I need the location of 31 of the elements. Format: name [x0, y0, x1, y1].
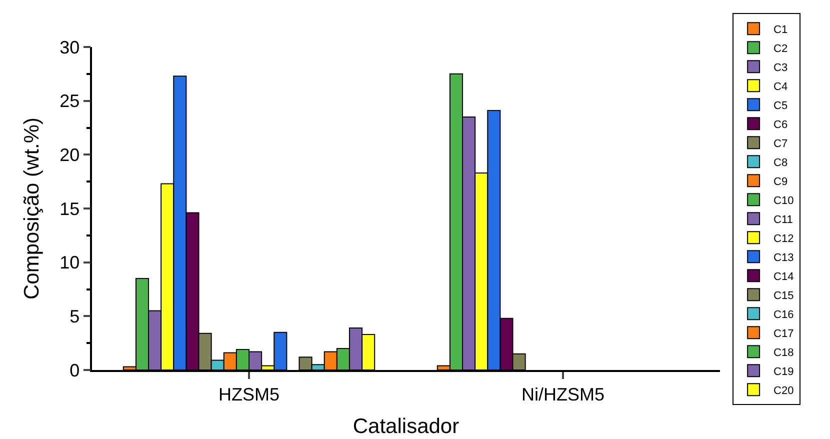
y-tick-label: 10 [60, 252, 80, 273]
y-tick-label: 25 [60, 91, 80, 112]
legend-label: C19 [774, 366, 794, 378]
y-axis-title: Composição (wt.%) [20, 117, 44, 300]
legend-label: C3 [774, 62, 788, 74]
y-tick-label: 20 [60, 144, 80, 165]
legend-label: C6 [774, 118, 788, 131]
x-axis-title: Catalisador [352, 415, 460, 438]
y-tick-label: 30 [60, 37, 80, 58]
x-tick-label: Ni/HZSM5 [521, 384, 605, 404]
legend-label: C7 [774, 138, 788, 150]
legend-label: C11 [774, 214, 793, 226]
x-tick-label: HZSM5 [218, 384, 280, 404]
legend-label: C5 [774, 100, 788, 112]
y-tick-label: 15 [60, 198, 80, 219]
legend-label: C10 [774, 194, 794, 207]
y-tick-label: 0 [70, 360, 80, 380]
legend-label: C2 [774, 42, 788, 55]
legend-label: C18 [774, 346, 794, 359]
legend-label: C20 [774, 384, 794, 397]
legend-label: C14 [774, 270, 794, 283]
legend-label: C17 [774, 328, 794, 340]
legend-label: C4 [774, 80, 788, 93]
legend-label: C15 [774, 290, 794, 302]
legend-label: C9 [774, 176, 788, 188]
legend-label: C13 [774, 252, 794, 264]
legend-label: C12 [774, 232, 794, 245]
legend-label: C1 [774, 24, 788, 36]
y-tick-label: 5 [70, 306, 80, 326]
legend-label: C8 [774, 156, 788, 169]
legend-label: C16 [774, 308, 794, 321]
